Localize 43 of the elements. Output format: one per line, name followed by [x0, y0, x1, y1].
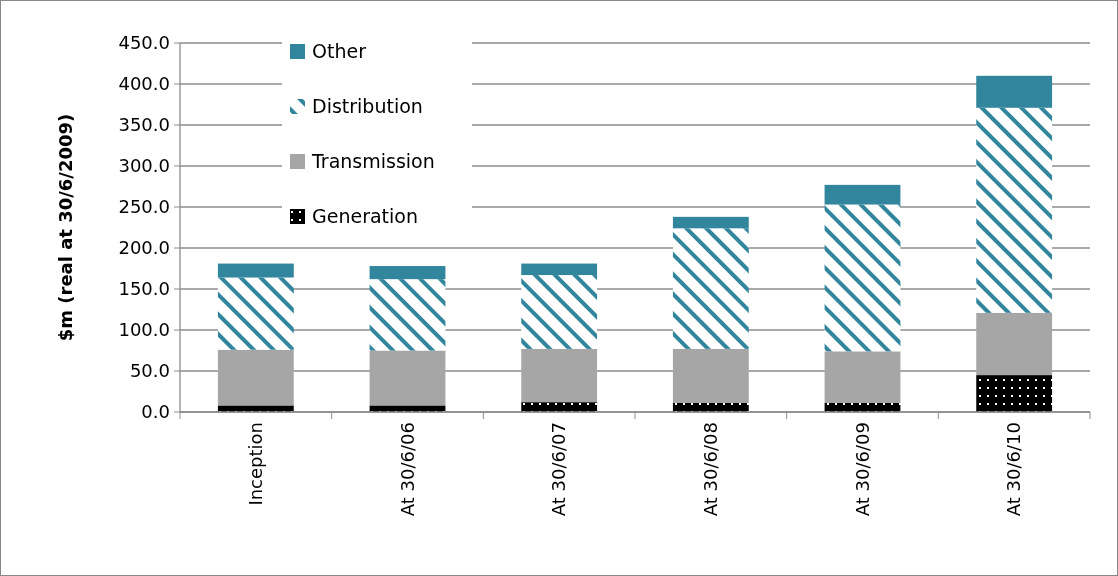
y-tick-label: 150.0 — [118, 278, 170, 300]
bar — [521, 348, 598, 403]
y-tick-label: 300.0 — [118, 155, 170, 177]
legend-label: Other — [312, 39, 367, 62]
bar — [217, 277, 294, 350]
x-tick-label: At 30/6/08 — [700, 422, 722, 517]
legend-label: Generation — [312, 204, 418, 227]
bar — [672, 228, 749, 349]
bar — [521, 263, 598, 276]
x-tick-label: At 30/6/07 — [548, 422, 570, 517]
bar — [217, 349, 294, 406]
bar — [672, 216, 749, 229]
bar — [976, 75, 1053, 108]
x-tick-label: At 30/6/10 — [1003, 422, 1025, 517]
bar — [521, 402, 598, 412]
bar — [824, 351, 901, 403]
bar — [369, 266, 446, 280]
bar — [672, 348, 749, 403]
bar — [369, 279, 446, 351]
y-tick-label: 450.0 — [118, 32, 170, 54]
bar — [369, 405, 446, 412]
bar — [824, 204, 901, 352]
y-tick-label: 100.0 — [118, 319, 170, 341]
bar — [369, 350, 446, 406]
y-tick-label: 400.0 — [118, 73, 170, 95]
bar — [976, 312, 1053, 376]
y-tick-label: 250.0 — [118, 196, 170, 218]
bar — [217, 405, 294, 412]
bar — [217, 263, 294, 278]
legend-label: Distribution — [312, 94, 423, 117]
legend-label: Transmission — [311, 149, 435, 172]
x-tick-label: At 30/6/09 — [851, 422, 873, 517]
y-tick-label: 50.0 — [129, 360, 170, 382]
x-tick-label: At 30/6/06 — [396, 422, 418, 517]
y-tick-label: 200.0 — [118, 237, 170, 259]
bar — [976, 375, 1053, 412]
bar — [824, 184, 901, 205]
y-tick-label: 0.0 — [141, 401, 170, 423]
bar — [976, 107, 1053, 313]
y-axis-title: $m (real at 30/6/2009) — [55, 113, 76, 342]
bar — [521, 275, 598, 349]
y-tick-label: 350.0 — [118, 114, 170, 136]
x-tick-label: Inception — [245, 422, 267, 506]
